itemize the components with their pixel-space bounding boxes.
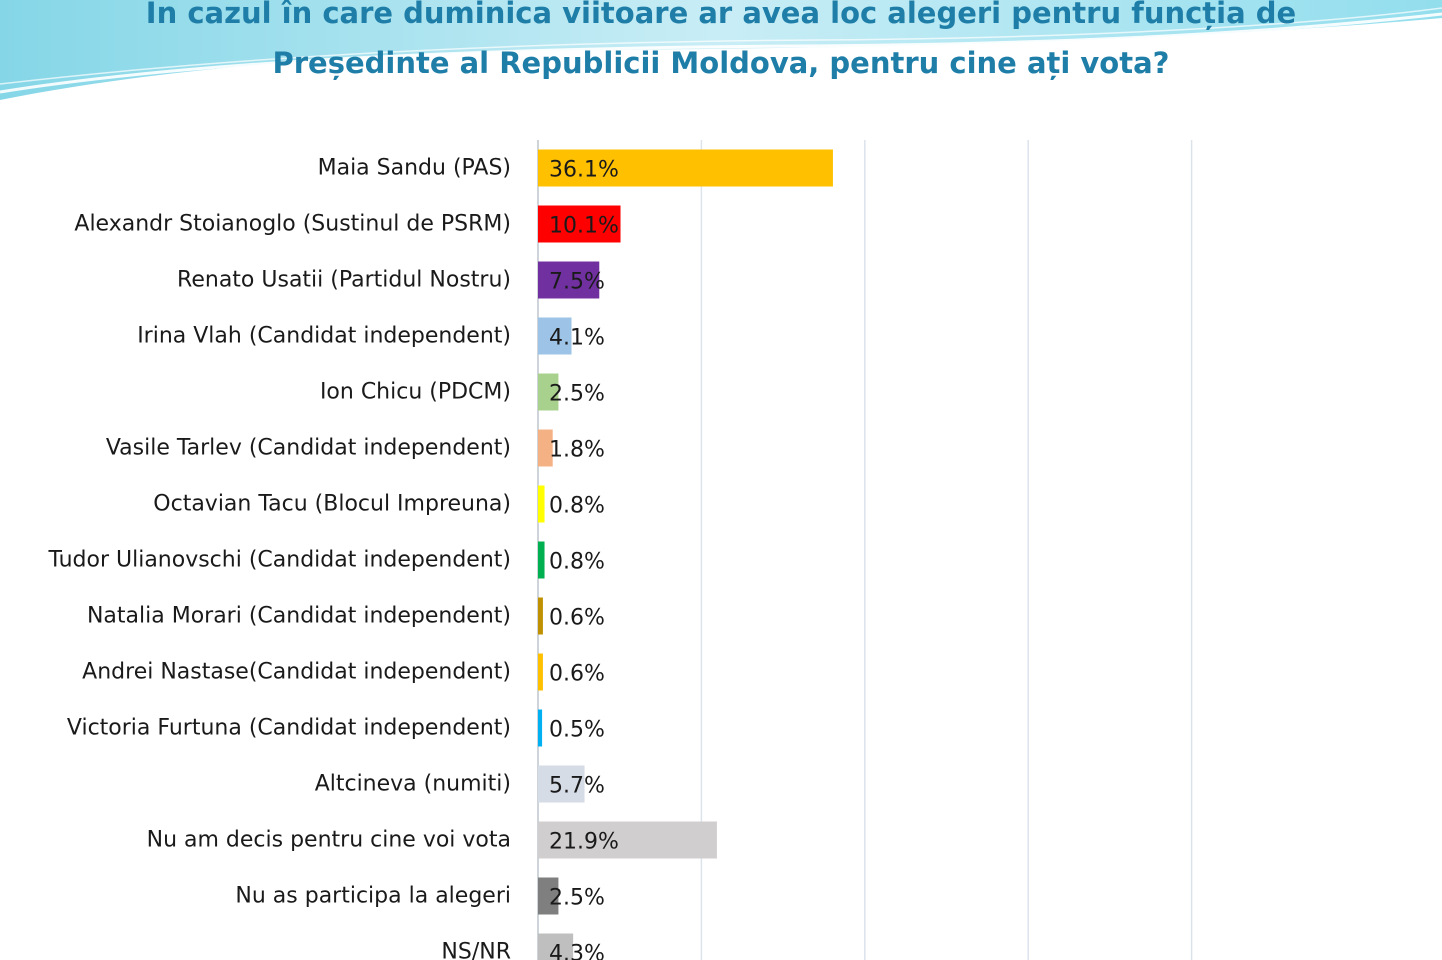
header-wave-background: [0, 0, 1442, 100]
data-label-10: 0.5%: [549, 718, 605, 743]
data-label-13: 2.5%: [549, 886, 605, 911]
category-label-6: Octavian Tacu (Blocul Impreuna): [153, 492, 511, 517]
bar-5: [538, 429, 553, 467]
data-label-14: 4.3%: [549, 942, 605, 960]
bar-9: [538, 653, 543, 691]
category-label-1: Alexandr Stoianoglo (Sustinul de PSRM): [74, 212, 511, 237]
bar-14: [538, 933, 574, 960]
category-label-5: Vasile Tarlev (Candidat independent): [106, 436, 511, 461]
bar-7: [538, 541, 545, 579]
data-label-1: 10.1%: [549, 214, 619, 239]
data-label-4: 2.5%: [549, 382, 605, 407]
bar-12: [538, 821, 717, 859]
category-label-9: Andrei Nastase(Candidat independent): [82, 660, 511, 685]
data-label-8: 0.6%: [549, 606, 605, 631]
category-label-14: NS/NR: [441, 940, 511, 960]
bar-6: [538, 485, 545, 523]
bar-0: [538, 149, 833, 187]
bar-1: [538, 205, 621, 243]
data-label-7: 0.8%: [549, 550, 605, 575]
data-label-3: 4.1%: [549, 326, 605, 351]
bar-11: [538, 765, 585, 803]
bar-13: [538, 877, 559, 915]
category-label-12: Nu am decis pentru cine voi vota: [147, 828, 511, 853]
chart-title-line-2: Președinte al Republicii Moldova, pentru…: [272, 46, 1170, 80]
data-label-5: 1.8%: [549, 438, 605, 463]
data-label-9: 0.6%: [549, 662, 605, 687]
category-label-11: Altcineva (numiti): [315, 772, 511, 797]
category-label-4: Ion Chicu (PDCM): [320, 380, 511, 405]
category-label-0: Maia Sandu (PAS): [318, 156, 511, 181]
chart-title-line-1: În cazul în care duminica viitoare ar av…: [145, 0, 1297, 30]
bar-10: [538, 709, 543, 747]
data-label-11: 5.7%: [549, 774, 605, 799]
bar-3: [538, 317, 572, 355]
data-label-6: 0.8%: [549, 494, 605, 519]
data-label-0: 36.1%: [549, 158, 619, 183]
bar-2: [538, 261, 600, 299]
bar-4: [538, 373, 559, 411]
chart-title: În cazul în care duminica viitoare ar av…: [0, 0, 1442, 88]
category-label-13: Nu as participa la alegeri: [235, 884, 511, 909]
bar-8: [538, 597, 543, 635]
category-label-3: Irina Vlah (Candidat independent): [137, 324, 511, 349]
category-label-8: Natalia Morari (Candidat independent): [87, 604, 511, 629]
category-label-2: Renato Usatii (Partidul Nostru): [177, 268, 511, 293]
category-label-7: Tudor Ulianovschi (Candidat independent): [47, 548, 511, 573]
data-label-12: 21.9%: [549, 830, 619, 855]
category-label-10: Victoria Furtuna (Candidat independent): [67, 716, 511, 741]
data-label-2: 7.5%: [549, 270, 605, 295]
